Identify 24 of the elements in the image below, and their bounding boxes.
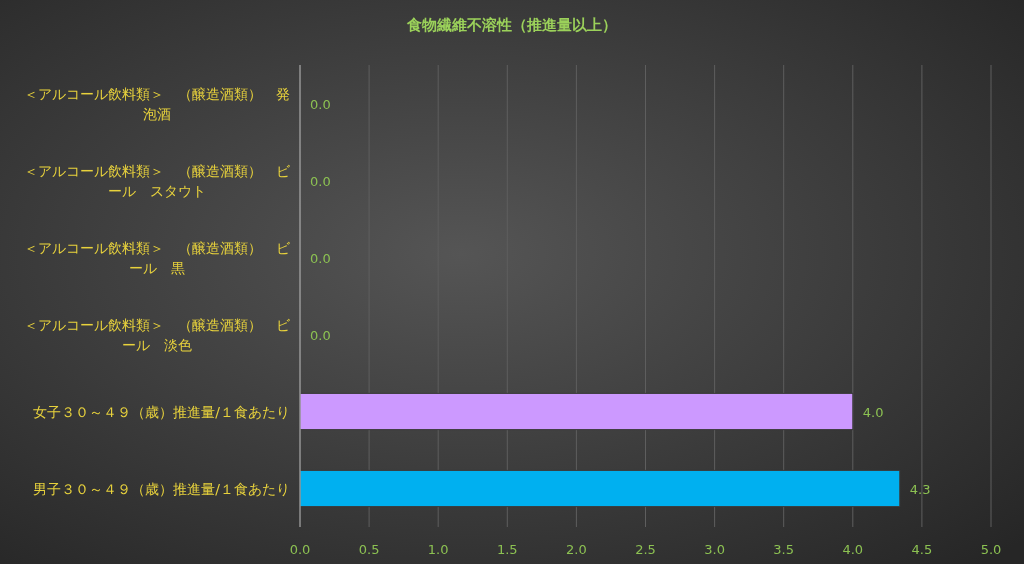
data-label: 0.0 — [310, 173, 331, 189]
x-tick-label: 0.0 — [289, 542, 311, 557]
x-tick-label: 2.5 — [635, 542, 656, 557]
x-tick-label: 4.5 — [911, 542, 933, 557]
y-tick-label: ＜アルコール飲料類＞ （醸造酒類） ビール 淡色 — [24, 316, 291, 353]
data-label: 4.3 — [909, 481, 931, 497]
x-tick-label: 3.5 — [773, 542, 795, 557]
y-tick-label: 女子３０～４９（歳）推進量/１食あたり — [33, 403, 290, 420]
x-tick-label: 2.0 — [566, 542, 587, 557]
chart-title: 食物繊維不溶性（推進量以上） — [406, 16, 617, 34]
y-tick-label: ＜アルコール飲料類＞ （醸造酒類） ビール 黒 — [24, 239, 291, 276]
data-label: 0.0 — [310, 327, 331, 343]
x-tick-label: 1.0 — [427, 542, 449, 557]
data-label: 0.0 — [310, 250, 331, 266]
x-tick-label: 0.5 — [358, 542, 380, 557]
y-tick-label: ＜アルコール飲料類＞ （醸造酒類） 発泡酒 — [24, 85, 290, 122]
y-tick-label: 男子３０～４９（歳）推進量/１食あたり — [33, 480, 290, 497]
x-tick-label: 4.0 — [842, 542, 864, 557]
x-tick-label: 1.5 — [496, 542, 518, 557]
data-label: 0.0 — [310, 96, 331, 112]
y-tick-label: ＜アルコール飲料類＞ （醸造酒類） ビール スタウト — [24, 162, 291, 199]
data-label: 4.0 — [862, 404, 884, 420]
x-tick-label: 5.0 — [980, 542, 1002, 557]
x-tick-label: 3.0 — [704, 542, 725, 557]
